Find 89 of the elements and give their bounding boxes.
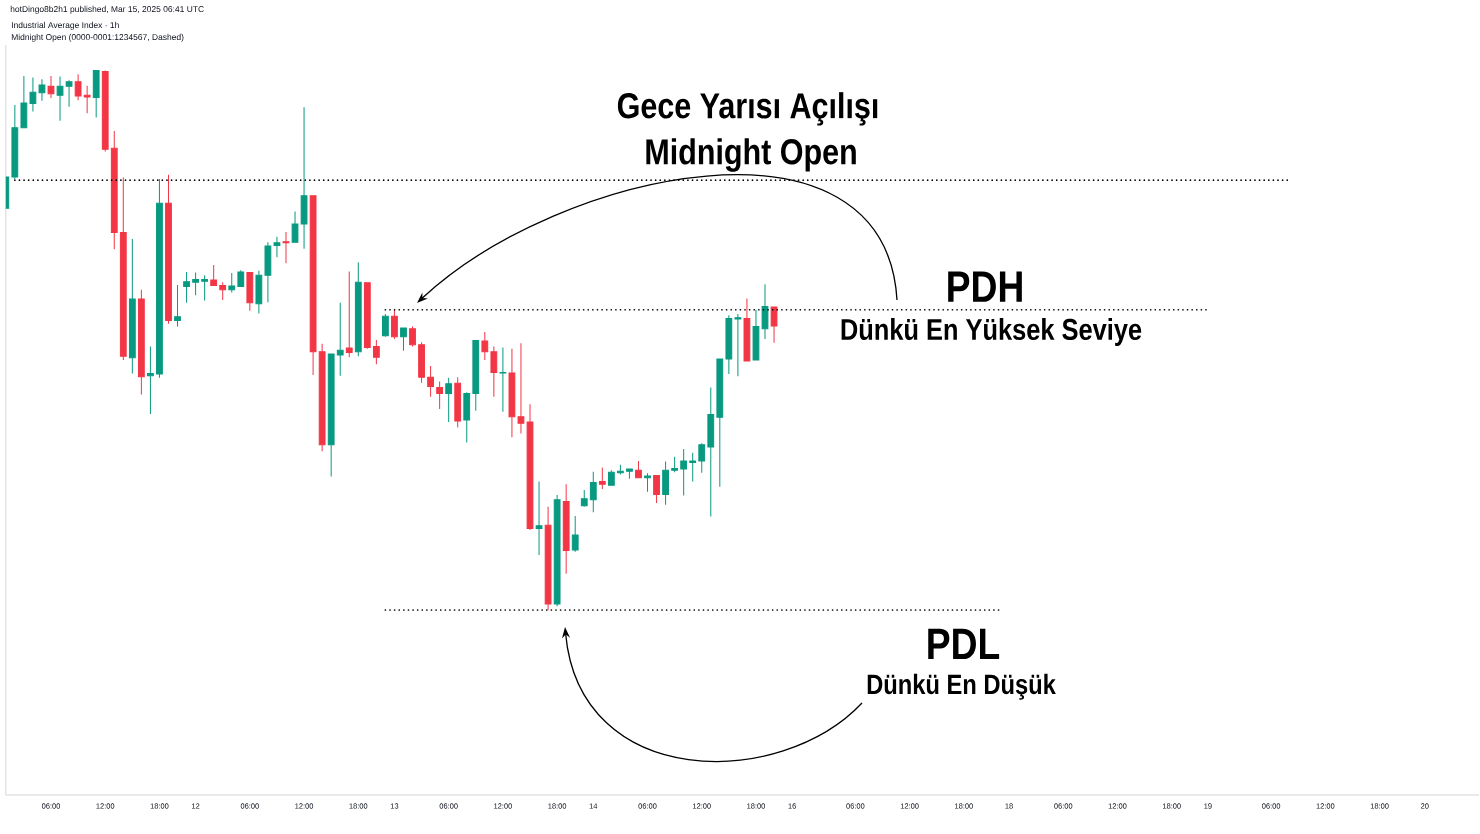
candlestick	[544, 506, 552, 611]
candlestick	[83, 85, 91, 114]
candlestick	[680, 448, 688, 497]
candlestick	[201, 274, 209, 302]
candlestick	[562, 483, 570, 575]
annotation: Dünkü En Düşük	[867, 673, 1056, 700]
candlestick	[454, 376, 462, 428]
candlestick	[128, 238, 136, 374]
candlestick	[734, 313, 742, 377]
candlestick	[391, 309, 398, 340]
candlestick	[273, 236, 281, 258]
candlestick	[165, 174, 172, 325]
candlestick	[635, 460, 642, 479]
candlestick	[589, 471, 597, 513]
chart-title: Industrial Average Index · 1h	[11, 21, 119, 30]
candlestick	[255, 270, 263, 315]
candlestick	[598, 466, 606, 490]
chart-subtitle: Midnight Open (0000-0001:1234567, Dashed)	[11, 33, 184, 42]
candlestick	[472, 339, 480, 412]
candlestick	[644, 472, 651, 493]
candlestick	[481, 331, 489, 361]
candlestick	[92, 69, 100, 119]
candlestick	[445, 377, 453, 423]
candlestick	[571, 515, 579, 553]
text: hotDingo8b2h1 published, Mar 15, 2025 06:41 UTC	[10, 5, 204, 14]
candlestick	[499, 347, 507, 413]
candlestick	[291, 210, 299, 243]
candlestick	[363, 282, 371, 350]
candlestick	[372, 339, 380, 365]
candlestick	[192, 271, 199, 296]
candlestick	[427, 365, 434, 398]
candlestick	[38, 78, 46, 102]
candlestick	[707, 387, 715, 518]
candlestick	[626, 468, 633, 480]
candlestick	[137, 289, 145, 396]
candlestick	[698, 442, 706, 474]
candlestick	[119, 176, 127, 361]
candlestick	[147, 345, 154, 415]
candlestick	[418, 341, 425, 384]
candlestick	[101, 70, 109, 153]
candlestick	[535, 480, 543, 556]
candlestick	[409, 325, 416, 347]
candlestick	[689, 452, 697, 482]
candlestick	[345, 270, 353, 358]
candlestick	[11, 104, 19, 180]
candlestick	[436, 381, 444, 410]
candlestick	[219, 281, 227, 301]
candlestick	[228, 272, 236, 293]
candlestick	[336, 302, 344, 377]
candlestick	[743, 297, 751, 362]
candlestick	[770, 306, 778, 344]
annotation: Gece Yarısı Açılışı	[617, 92, 878, 126]
candlestick	[662, 460, 669, 506]
candlestick	[653, 474, 660, 504]
candlestick	[300, 106, 308, 250]
annotation: PDH	[948, 271, 1022, 302]
candlestick	[65, 79, 73, 108]
candlestick	[671, 456, 679, 473]
candlestick	[354, 261, 362, 357]
candlestick	[725, 314, 733, 375]
candlestick	[20, 75, 28, 129]
candlestick	[607, 469, 615, 486]
annotation: Dünkü En Yüksek Seviye	[841, 318, 1142, 346]
candlestick	[264, 241, 272, 303]
candlestick	[74, 73, 82, 101]
candlestick	[309, 195, 317, 376]
candlestick	[400, 327, 407, 352]
candlestick	[29, 77, 37, 113]
candlestick	[490, 345, 498, 398]
candlestick	[463, 391, 471, 444]
candlestick	[716, 358, 724, 488]
candlestick	[508, 348, 516, 438]
candlestick	[156, 178, 163, 379]
candlestick	[282, 231, 290, 264]
candlestick	[56, 75, 64, 122]
candlestick	[183, 271, 190, 304]
annotation: PDL	[928, 628, 1000, 659]
candlestick	[246, 271, 254, 312]
candlestick	[110, 130, 118, 250]
candlestick	[174, 284, 181, 327]
candlestick	[553, 494, 561, 607]
candlestick	[210, 264, 218, 286]
candlestick	[318, 343, 326, 452]
candlestick	[382, 313, 389, 338]
candlestick	[327, 353, 335, 478]
candlestick	[580, 489, 588, 508]
candlestick	[47, 75, 55, 99]
annotation: Midnight Open	[646, 138, 856, 172]
candlestick	[237, 269, 245, 288]
